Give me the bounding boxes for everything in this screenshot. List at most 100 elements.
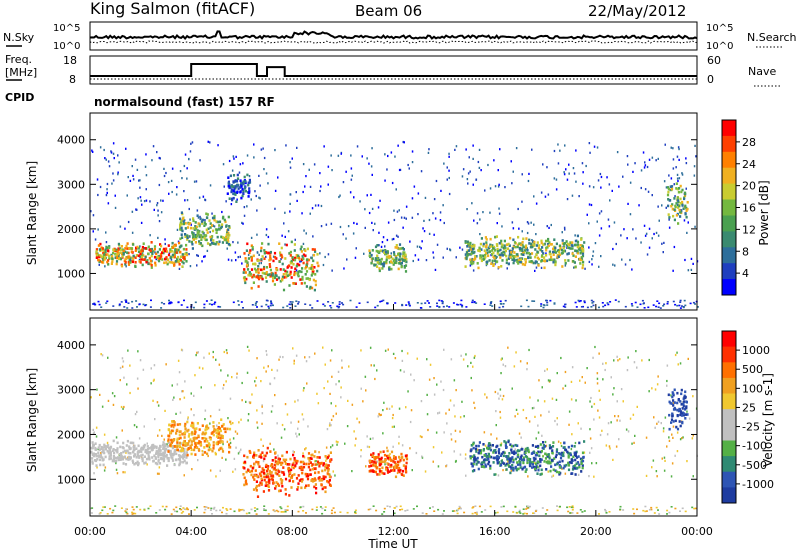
scatter-cell: [117, 456, 119, 459]
colorbar-swatch: [722, 279, 736, 295]
y-tick-label: 1000: [57, 267, 85, 280]
scatter-cell: [207, 507, 209, 509]
scatter-cell: [475, 445, 477, 448]
scatter-cell: [525, 455, 527, 458]
scatter-cell: [160, 445, 162, 448]
scatter-cell: [342, 304, 344, 306]
scatter-cell: [137, 454, 139, 457]
scatter-cell: [371, 364, 373, 366]
scatter-cell: [295, 305, 297, 307]
scatter-cell: [157, 202, 159, 204]
scatter-cell: [98, 259, 100, 262]
scatter-cell: [494, 260, 496, 263]
scatter-cell: [182, 390, 184, 392]
scatter-cell: [278, 457, 280, 460]
scatter-cell: [568, 247, 570, 250]
scatter-cell: [283, 268, 285, 271]
scatter-cell: [268, 365, 270, 367]
scatter-cell: [341, 302, 343, 304]
scatter-cell: [677, 174, 679, 176]
scatter-cell: [315, 284, 317, 287]
scatter-cell: [266, 354, 268, 356]
scatter-cell: [606, 444, 608, 446]
scatter-cell: [278, 474, 280, 477]
scatter-cell: [296, 265, 298, 268]
scatter-cell: [181, 211, 183, 214]
scatter-cell: [206, 453, 208, 456]
scatter-cell: [178, 301, 180, 303]
scatter-cell: [315, 204, 317, 206]
scatter-cell: [548, 194, 550, 196]
scatter-cell: [152, 400, 154, 402]
scatter-cell: [290, 422, 292, 424]
scatter-cell: [203, 256, 205, 258]
scatter-cell: [616, 419, 618, 421]
scatter-cell: [185, 227, 187, 230]
scatter-cell: [499, 148, 501, 150]
scatter-cell: [103, 464, 105, 467]
scatter-cell: [258, 484, 260, 487]
scatter-cell: [556, 448, 558, 451]
scatter-cell: [471, 245, 473, 248]
scatter-cell: [290, 486, 292, 489]
scatter-cell: [470, 457, 472, 460]
scatter-cell: [312, 207, 314, 209]
scatter-cell: [533, 241, 535, 244]
scatter-cell: [271, 463, 273, 466]
scatter-cell: [507, 464, 509, 467]
scatter-cell: [114, 395, 116, 397]
scatter-cell: [678, 205, 680, 208]
scatter-cell: [575, 452, 577, 455]
scatter-cell: [378, 413, 380, 415]
scatter-cell: [520, 258, 522, 261]
scatter-cell: [247, 469, 249, 472]
scatter-cell: [390, 469, 392, 472]
scatter-cell: [102, 406, 104, 408]
scatter-cell: [112, 172, 114, 174]
scatter-cell: [300, 506, 302, 508]
scatter-cell: [313, 279, 315, 282]
scatter-cell: [589, 152, 591, 154]
scatter-cell: [271, 369, 273, 371]
scatter-cell: [98, 244, 100, 247]
scatter-cell: [96, 250, 98, 253]
scatter-cell: [161, 211, 163, 213]
scatter-cell: [180, 245, 182, 248]
scatter-cell: [210, 438, 212, 441]
scatter-cell: [161, 458, 163, 461]
scatter-cell: [185, 244, 187, 247]
scatter-cell: [184, 431, 186, 434]
scatter-cell: [571, 507, 573, 509]
scatter-cell: [673, 301, 675, 303]
scatter-cell: [146, 261, 148, 264]
colorbar-swatch: [722, 347, 736, 363]
scatter-cell: [553, 475, 555, 477]
scatter-cell: [321, 479, 323, 482]
scatter-cell: [664, 457, 666, 459]
scatter-cell: [173, 397, 175, 399]
scatter-cell: [646, 510, 648, 512]
scatter-cell: [305, 273, 307, 276]
scatter-cell: [292, 263, 294, 266]
scatter-cell: [472, 506, 474, 508]
scatter-cell: [635, 237, 637, 239]
scatter-cell: [583, 456, 585, 459]
scatter-cell: [186, 421, 188, 424]
scatter-cell: [457, 509, 459, 511]
scatter-cell: [467, 182, 469, 184]
scatter-cell: [372, 452, 374, 455]
scatter-cell: [287, 509, 289, 511]
scatter-cell: [174, 511, 176, 513]
scatter-cell: [481, 461, 483, 464]
scatter-cell: [273, 482, 275, 485]
scatter-cell: [653, 460, 655, 462]
y-tick-label: 2000: [57, 428, 85, 441]
scatter-cell: [106, 253, 108, 256]
scatter-cell: [260, 250, 262, 253]
scatter-cell: [553, 238, 555, 241]
scatter-cell: [500, 300, 502, 302]
scatter-cell: [666, 510, 668, 512]
scatter-cell: [230, 508, 232, 510]
scatter-cell: [328, 184, 330, 186]
scatter-cell: [679, 510, 681, 512]
